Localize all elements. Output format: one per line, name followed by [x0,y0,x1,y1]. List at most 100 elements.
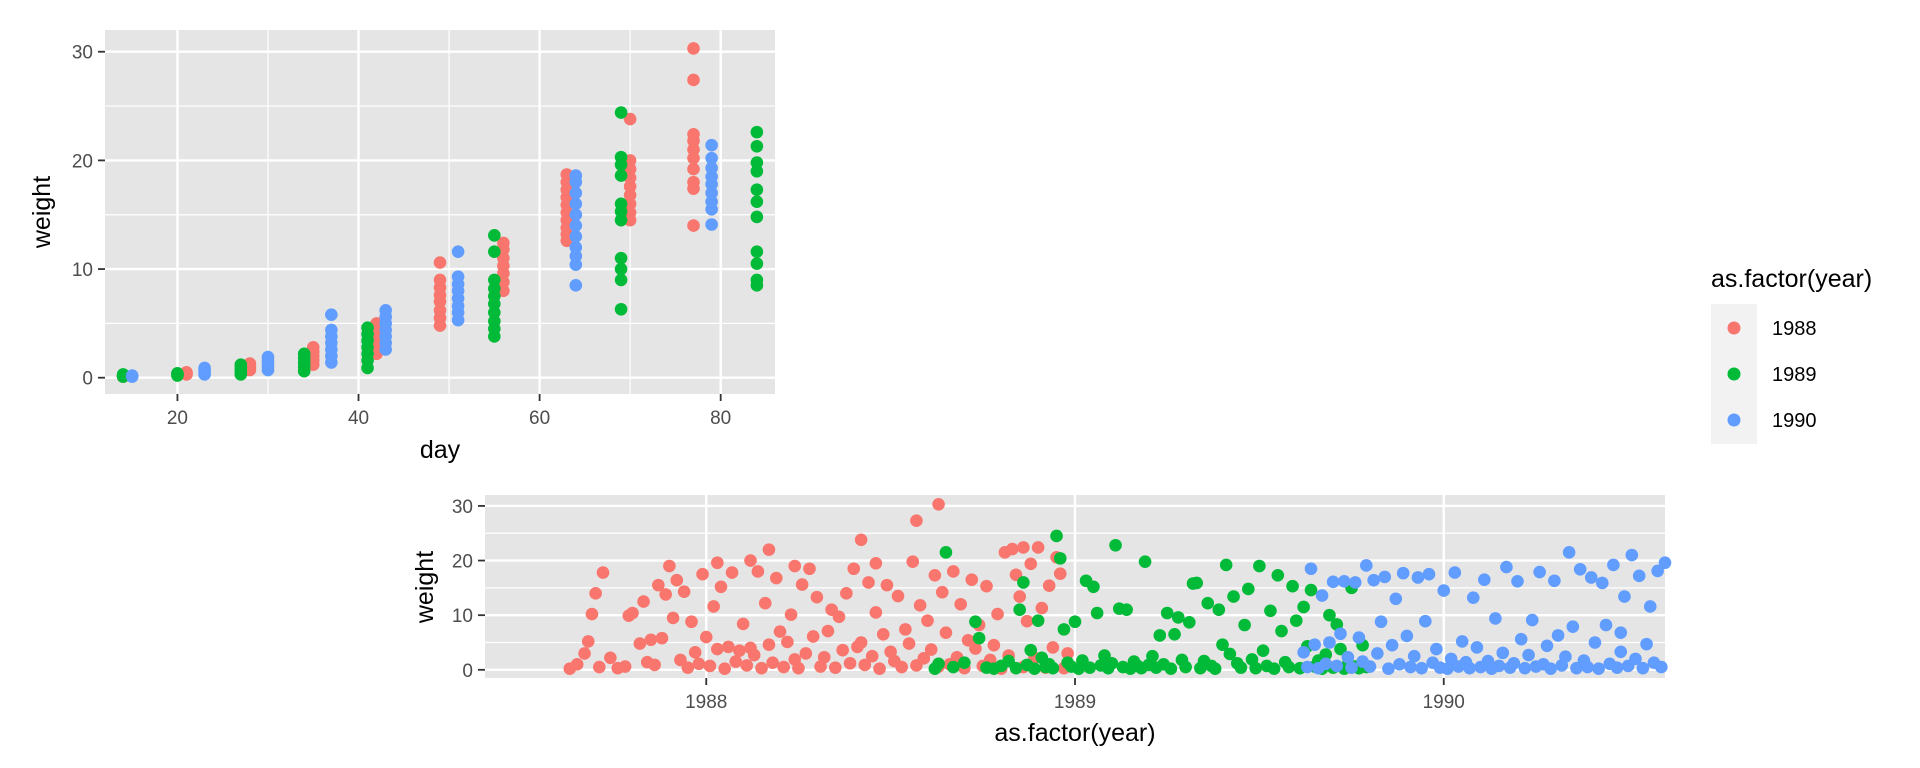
data-point-1989 [488,282,501,295]
data-point-1990 [1478,573,1491,586]
data-point-1990 [1625,548,1639,562]
data-point-1988 [688,646,702,659]
data-point-1988 [652,578,665,592]
data-point-1988 [829,661,842,674]
data-point-1988 [991,607,1004,621]
data-point-1988 [589,587,602,600]
data-point-1988 [917,652,931,665]
data-point-1988 [433,304,447,317]
data-point-1990 [1466,591,1480,604]
data-point-1990 [569,241,583,254]
data-point-1990 [1599,618,1613,632]
data-point-1988 [1061,647,1074,660]
data-point-1990 [569,230,583,243]
data-point-1990 [1407,649,1421,663]
y-tick-label: 0 [82,369,93,390]
data-point-1988 [692,657,706,671]
data-point-1990 [451,270,465,283]
data-point-1988 [570,658,584,671]
data-point-1989 [1275,624,1288,638]
data-point-1990 [705,138,718,152]
data-point-1989 [1201,596,1215,610]
data-point-1990 [1596,576,1609,590]
axes: 0 10 20 30 20 40 60 80 [72,43,731,429]
data-point-1989 [297,347,311,361]
x-axis-title: as.factor(year) [994,719,1155,747]
data-point-1989 [1219,558,1233,572]
data-point-1989 [1223,647,1237,661]
data-point-1990 [1514,632,1528,646]
data-point-1988 [677,585,691,598]
data-point-1990 [1581,660,1594,674]
data-point-1989 [1304,583,1318,597]
data-point-1990 [1614,645,1628,659]
data-point-1988 [681,661,695,674]
x-tick-label: 80 [710,408,731,429]
x-axis-title: day [420,436,461,464]
data-point-1988 [928,569,942,582]
data-point-1990 [1607,558,1620,572]
data-point-1990 [705,151,718,165]
data-point-1990 [1610,661,1624,674]
data-point-1990 [1385,638,1399,652]
data-point-1989 [1249,661,1262,675]
data-point-1989 [614,213,628,227]
data-point-1989 [932,657,945,671]
data-point-1990 [705,195,718,208]
data-point-1989 [1083,661,1097,674]
data-point-1989 [614,262,628,276]
data-point-1988 [687,175,700,189]
data-point-1990 [1404,660,1417,674]
data-point-1989 [1323,608,1336,622]
data-point-1989 [1087,580,1100,594]
data-point-1989 [1183,615,1196,629]
data-point-1988 [722,640,735,654]
data-point-1988 [777,660,790,674]
data-point-1990 [1533,565,1546,579]
data-point-1988 [655,631,669,645]
data-point-1989 [1297,600,1310,614]
data-point-1989 [614,169,628,182]
data-point-1989 [1216,638,1229,651]
data-point-1990 [1400,629,1414,643]
data-point-1990 [325,308,338,321]
data-point-1989 [1009,661,1023,675]
data-point-1989 [1267,662,1281,676]
data-point-1989 [1031,614,1045,627]
data-point-1990 [198,361,211,375]
data-point-1990 [1551,629,1565,642]
data-point-1989 [361,321,374,335]
data-point-1989 [1057,623,1071,636]
y-tick-label: 30 [452,497,473,518]
data-point-1988 [773,625,787,638]
data-point-1990 [1308,638,1321,651]
data-point-1990 [1489,612,1502,625]
data-point-1990 [1525,613,1539,627]
data-point-1988 [899,623,912,636]
data-point-1988 [947,565,960,578]
y-tick-label: 10 [452,606,473,627]
data-point-1990 [1389,592,1403,606]
x-tick-label: 1990 [1423,692,1465,713]
data-point-1988 [687,73,700,87]
data-point-1988 [869,606,883,619]
data-point-1988 [758,596,772,610]
data-point-1988 [803,562,816,576]
data-point-1989 [488,245,501,258]
data-points [116,42,764,383]
data-point-1988 [969,642,982,655]
data-point-1990 [1378,570,1392,584]
data-point-1988 [910,514,923,527]
data-point-1988 [433,273,447,287]
data-point-1990 [1367,573,1380,587]
data-point-1989 [1053,552,1067,565]
data-point-1988 [644,633,658,647]
data-point-1988 [932,497,945,511]
data-point-1990 [1334,627,1347,641]
data-point-1988 [497,236,510,250]
year-weight-jitter-chart: 0 10 20 30 1988 1989 1990 as.factor(year) weig… [411,495,1672,747]
legend: as.factor(year) 1988 1989 1990 [1711,265,1872,444]
legend-key-1990 [1727,413,1741,427]
data-point-1990 [1632,569,1646,583]
plot-panel [105,30,775,394]
